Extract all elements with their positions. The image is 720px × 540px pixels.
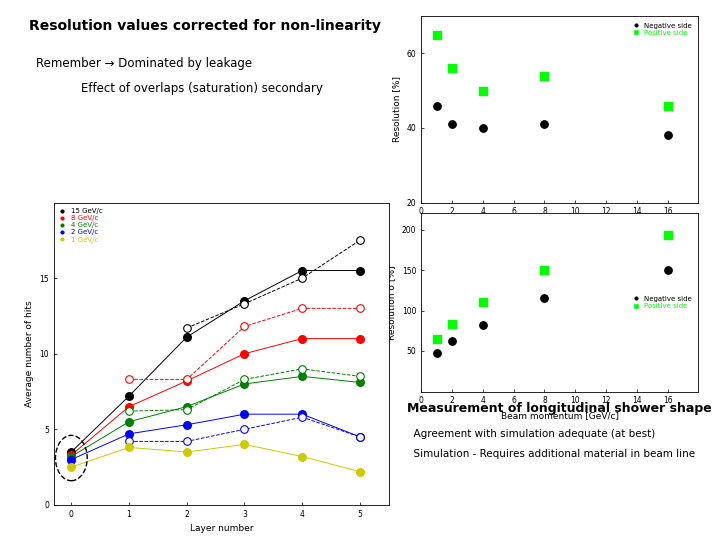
Point (662, 131, 673, 140)
Point (181, 402, 192, 411)
Point (123, 437, 135, 445)
Text: Effect of overlaps (saturation) secondary: Effect of overlaps (saturation) secondar… (36, 82, 323, 95)
Point (431, 102, 442, 110)
Y-axis label: Average number of hits: Average number of hits (25, 300, 34, 407)
Point (297, 452, 308, 461)
Point (446, 64, 458, 73)
Point (354, 433, 366, 441)
Point (297, 372, 308, 381)
Point (66, 455, 77, 464)
Point (239, 349, 251, 358)
Text: Resolution values corrected for non-linearity: Resolution values corrected for non-line… (29, 19, 381, 33)
Point (446, 337, 458, 346)
Point (181, 437, 192, 445)
Point (239, 300, 251, 308)
Point (354, 334, 366, 343)
Point (354, 378, 366, 387)
Point (297, 266, 308, 275)
Point (297, 274, 308, 282)
X-axis label: Beam momentum [GeV/c]: Beam momentum [GeV/c] (501, 411, 618, 420)
Point (239, 375, 251, 384)
Point (539, 71, 550, 80)
Point (354, 467, 366, 476)
Point (539, 266, 550, 274)
X-axis label: Beam momentum [GeV/c]: Beam momentum [GeV/c] (501, 222, 618, 231)
Point (123, 375, 135, 384)
Point (297, 410, 308, 418)
Point (123, 402, 135, 411)
Point (477, 321, 489, 329)
Point (539, 120, 550, 129)
Point (662, 266, 673, 274)
Point (477, 124, 489, 132)
Point (431, 348, 442, 357)
Point (181, 375, 192, 384)
Point (297, 364, 308, 373)
Point (66, 463, 77, 471)
Point (181, 376, 192, 385)
Point (123, 443, 135, 452)
Point (354, 266, 366, 275)
Y-axis label: Resolution [%]: Resolution [%] (392, 76, 401, 143)
Point (66, 448, 77, 456)
Point (297, 413, 308, 422)
X-axis label: Layer number: Layer number (189, 524, 253, 534)
Point (181, 323, 192, 332)
Point (354, 236, 366, 245)
Point (239, 440, 251, 449)
Point (181, 448, 192, 456)
Point (662, 102, 673, 110)
Point (297, 334, 308, 343)
Point (662, 231, 673, 240)
Point (181, 406, 192, 414)
Point (181, 333, 192, 341)
Point (66, 452, 77, 461)
Text: Measurement of longitudinal shower shape: Measurement of longitudinal shower shape (407, 402, 711, 415)
Point (477, 86, 489, 95)
Point (239, 410, 251, 418)
Point (354, 372, 366, 381)
Point (431, 30, 442, 39)
Point (354, 433, 366, 441)
Point (123, 429, 135, 438)
Legend: 15 GeV/c, 8 GeV/c, 4 GeV/c, 2 GeV/c, 1 GeV/c: 15 GeV/c, 8 GeV/c, 4 GeV/c, 2 GeV/c, 1 G… (58, 206, 104, 245)
Point (354, 304, 366, 313)
Point (239, 425, 251, 434)
Legend: Negative side, Positive side: Negative side, Positive side (631, 293, 695, 312)
Point (123, 392, 135, 400)
Point (239, 380, 251, 388)
Point (446, 120, 458, 129)
Point (66, 451, 77, 460)
Point (239, 322, 251, 331)
Text: Remember → Dominated by leakage: Remember → Dominated by leakage (36, 57, 252, 70)
Point (477, 298, 489, 307)
Point (239, 296, 251, 305)
Text: Agreement with simulation adequate (at best): Agreement with simulation adequate (at b… (407, 429, 655, 440)
Point (297, 304, 308, 313)
Point (539, 294, 550, 302)
Legend: Negative side, Positive side: Negative side, Positive side (631, 19, 695, 39)
Text: Simulation - Requires additional material in beam line: Simulation - Requires additional materia… (407, 449, 695, 460)
Point (431, 334, 442, 343)
Point (446, 320, 458, 328)
Y-axis label: Resolution σ [%]: Resolution σ [%] (387, 265, 396, 340)
Point (181, 421, 192, 429)
Point (123, 407, 135, 415)
Point (123, 417, 135, 426)
